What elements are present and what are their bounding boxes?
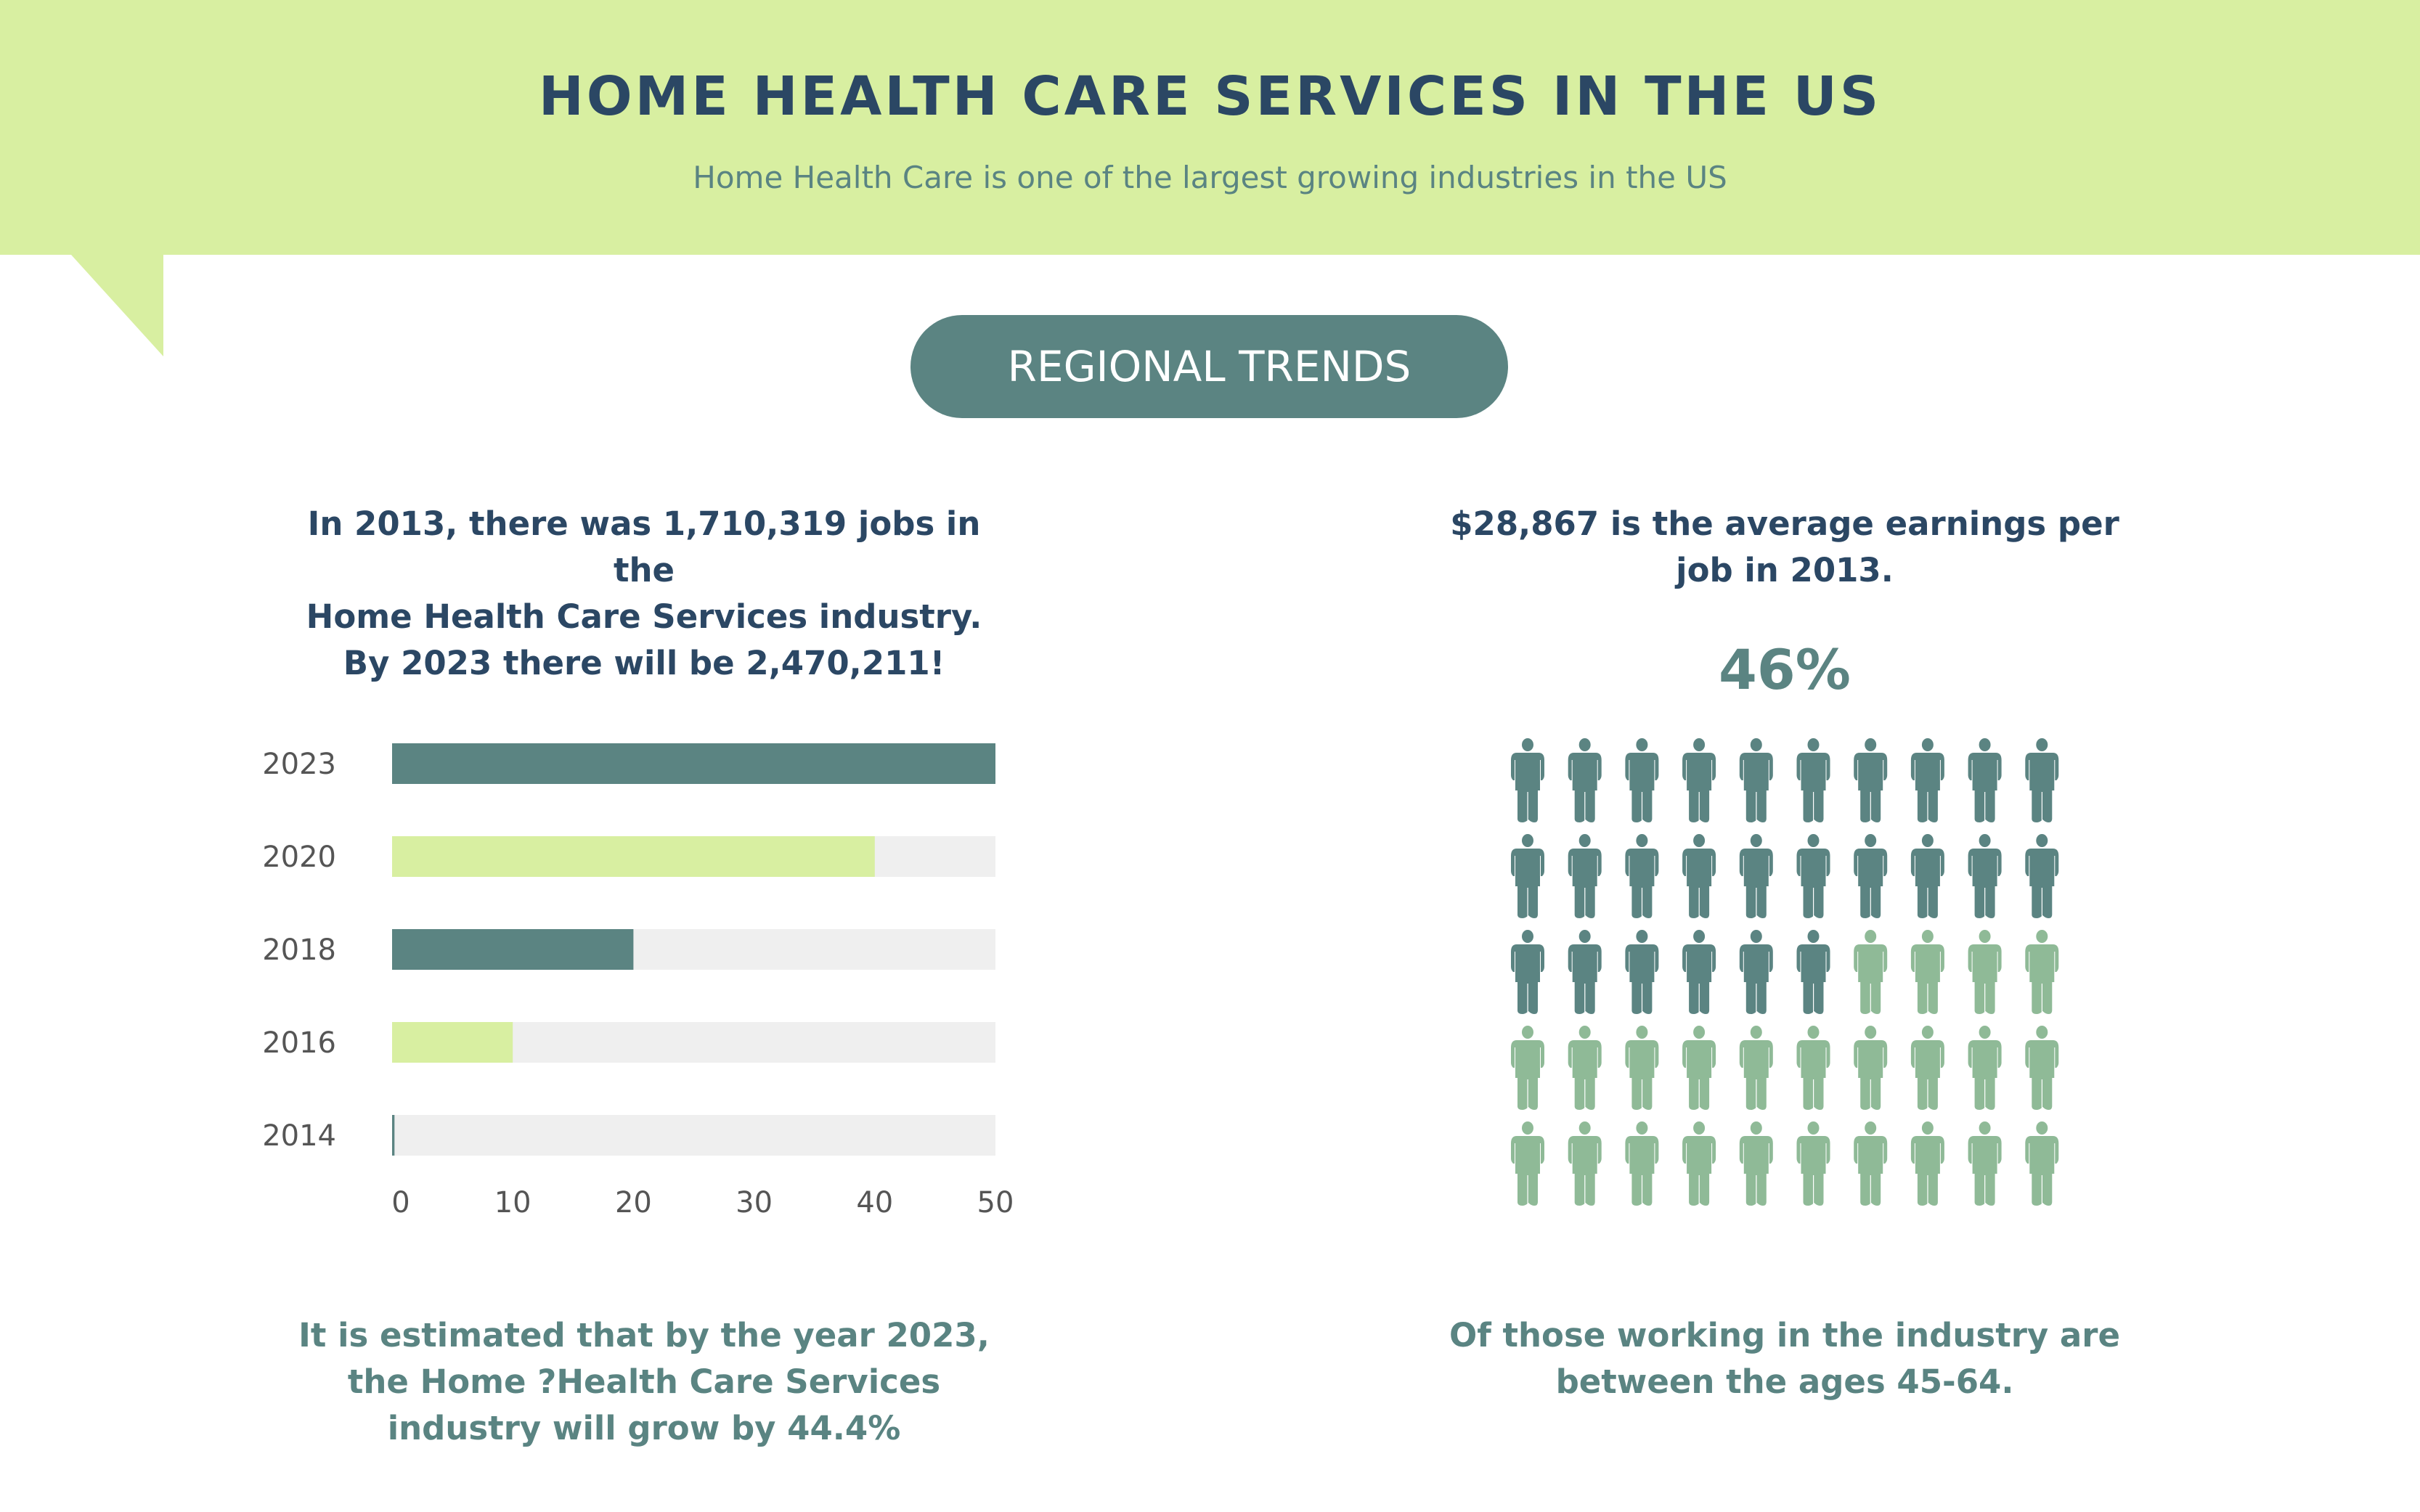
right-intro-line: job in 2013. — [1676, 551, 1894, 589]
left-footer-line: It is estimated that by the year 2023, — [298, 1316, 990, 1354]
person-icon — [1854, 738, 1888, 822]
person-icon — [1682, 834, 1716, 918]
left-intro-line: Home Health Care Services industry. — [306, 597, 982, 636]
person-icon — [1968, 738, 2002, 822]
person-icon — [2025, 738, 2059, 822]
person-icon — [2025, 1026, 2059, 1110]
person-icon — [1910, 1026, 1944, 1110]
person-icon — [2025, 1121, 2059, 1206]
person-icon — [1739, 738, 1773, 822]
banner-tail — [71, 255, 163, 356]
person-icon — [1511, 738, 1544, 822]
person-icon — [1854, 834, 1888, 918]
percent-label: 46% — [1719, 637, 1851, 702]
person-icon — [1968, 1121, 2002, 1206]
person-icon — [1854, 1121, 1888, 1206]
right-intro-line: $28,867 is the average earnings per — [1450, 504, 2119, 543]
person-icon — [1568, 1121, 1602, 1206]
person-icon — [2025, 930, 2059, 1014]
category-label: 2020 — [262, 841, 336, 874]
person-icon — [1910, 930, 1944, 1014]
person-icon — [1796, 738, 1830, 822]
person-icon — [1739, 1121, 1773, 1206]
person-icon — [1796, 1026, 1830, 1110]
right-intro: $28,867 is the average earnings per job … — [1422, 501, 2148, 594]
person-icon — [1625, 1121, 1659, 1206]
category-label: 2023 — [262, 748, 336, 781]
person-icon — [1511, 834, 1544, 918]
person-icon — [1739, 930, 1773, 1014]
bar-2014 — [392, 1115, 395, 1156]
person-icon — [1682, 930, 1716, 1014]
category-label: 2014 — [262, 1119, 336, 1153]
person-icon — [1682, 1026, 1716, 1110]
person-icon — [1511, 1026, 1544, 1110]
person-icon — [1625, 930, 1659, 1014]
person-icon — [1511, 1121, 1544, 1206]
left-intro-line: By 2023 there will be 2,470,211! — [343, 644, 945, 682]
person-icon — [1739, 834, 1773, 918]
person-icon — [1910, 1121, 1944, 1206]
person-icon — [2025, 834, 2059, 918]
left-intro: In 2013, there was 1,710,319 jobs in the… — [281, 501, 1007, 687]
person-icon — [1739, 1026, 1773, 1110]
person-icon — [1682, 738, 1716, 822]
person-icon — [1796, 1121, 1830, 1206]
page-title: HOME HEALTH CARE SERVICES IN THE US — [538, 65, 1882, 128]
person-icon — [1568, 738, 1602, 822]
person-icon — [1568, 834, 1602, 918]
right-footer-line: Of those working in the industry are — [1449, 1316, 2121, 1354]
right-footer: Of those working in the industry are bet… — [1385, 1312, 2184, 1405]
person-icon — [1854, 1026, 1888, 1110]
page-subtitle: Home Health Care is one of the largest g… — [693, 160, 1727, 195]
header-banner: HOME HEALTH CARE SERVICES IN THE US Home… — [0, 0, 2420, 255]
bar-2016 — [392, 1022, 513, 1063]
x-tick-label: 0 — [391, 1186, 410, 1219]
person-icon — [1568, 1026, 1602, 1110]
person-icon — [1625, 1026, 1659, 1110]
x-tick-label: 40 — [856, 1186, 893, 1219]
bar-track — [392, 1115, 995, 1156]
person-icon — [1568, 930, 1602, 1014]
person-icon — [1968, 834, 2002, 918]
category-label: 2018 — [262, 933, 336, 967]
person-icon — [1910, 834, 1944, 918]
right-footer-line: between the ages 45-64. — [1555, 1362, 2014, 1401]
x-tick-label: 50 — [977, 1186, 1014, 1219]
bar-2018 — [392, 929, 634, 970]
bar-2020 — [392, 836, 875, 877]
left-footer-line: the Home ?Health Care Services — [347, 1362, 941, 1401]
x-tick-label: 20 — [615, 1186, 652, 1219]
person-icon — [1511, 930, 1544, 1014]
category-label: 2016 — [262, 1026, 336, 1060]
person-icon — [1968, 1026, 2002, 1110]
left-footer-line: industry will grow by 44.4% — [387, 1409, 901, 1447]
person-icon — [1968, 930, 2002, 1014]
person-icon — [1910, 738, 1944, 822]
x-tick-label: 30 — [736, 1186, 773, 1219]
person-icon — [1625, 738, 1659, 822]
section-label: REGIONAL TRENDS — [910, 315, 1508, 418]
person-icon — [1796, 930, 1830, 1014]
left-footer: It is estimated that by the year 2023, t… — [281, 1312, 1007, 1452]
bar-2023 — [392, 743, 995, 784]
x-tick-label: 10 — [494, 1186, 531, 1219]
person-icon — [1796, 834, 1830, 918]
person-icon — [1854, 930, 1888, 1014]
person-icon — [1682, 1121, 1716, 1206]
person-icon — [1625, 834, 1659, 918]
left-intro-line: In 2013, there was 1,710,319 jobs in the — [307, 504, 981, 589]
